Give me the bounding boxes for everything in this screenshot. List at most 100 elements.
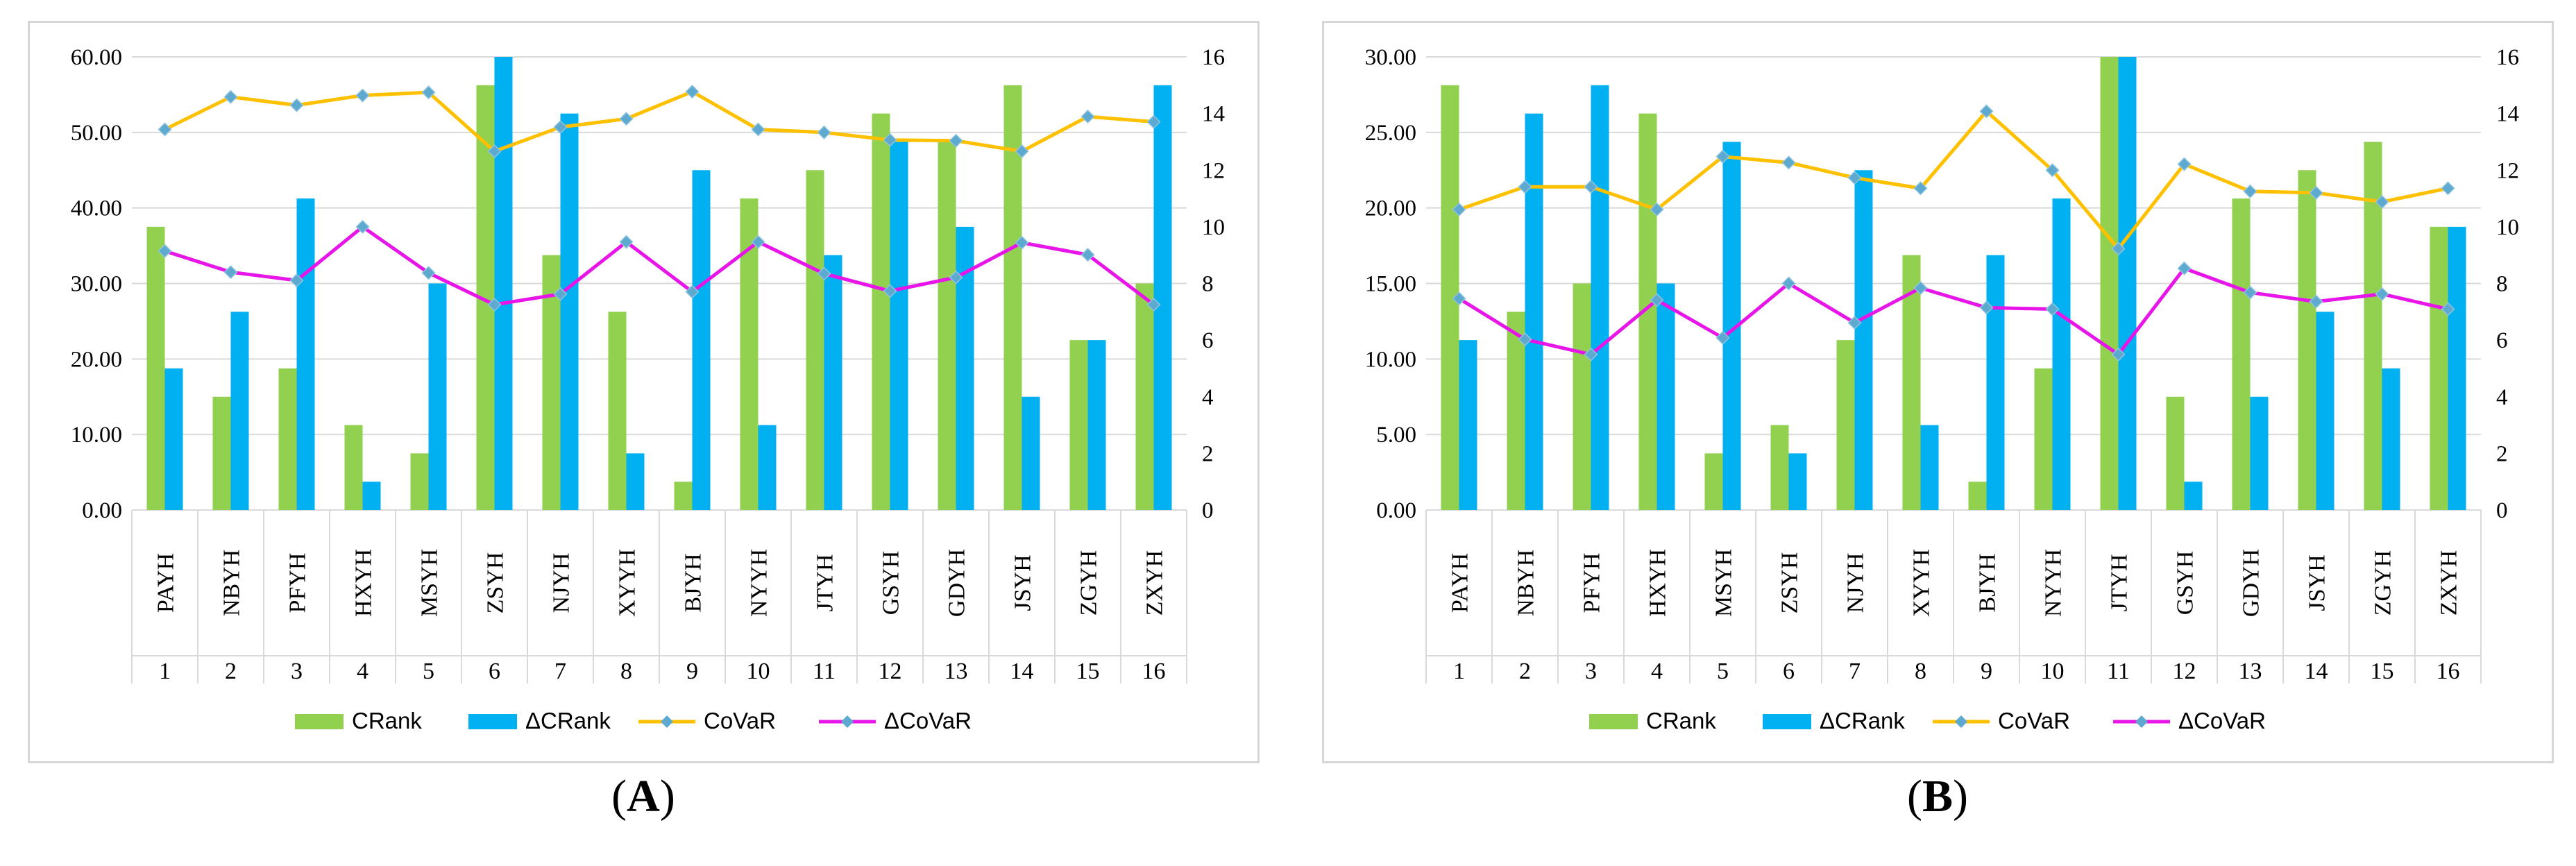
chart-a-delta-covar-point bbox=[1015, 235, 1029, 250]
chart-a-legend: CRank ΔCRank CoVaR ΔCoVaR bbox=[295, 708, 972, 733]
chart-b-left-tick-label: 25.00 bbox=[1365, 121, 1416, 146]
chart-a-dcrank-bar bbox=[626, 453, 645, 510]
chart-a-crank-bar bbox=[146, 226, 165, 510]
chart-b-dcrank-bar bbox=[1854, 170, 1873, 510]
chart-a-dcrank-bar bbox=[1153, 85, 1172, 510]
chart-a-left-tick-label: 30.00 bbox=[71, 272, 122, 297]
chart-a-legend-delta-covar-marker bbox=[841, 715, 854, 728]
chart-b-delta-covar-point bbox=[2111, 347, 2126, 362]
chart-a-delta-covar-point bbox=[949, 270, 963, 285]
chart-a-category-label: GDYH bbox=[944, 549, 970, 617]
chart-b-crank-bar bbox=[2100, 57, 2119, 510]
chart-b-category-label: HXYH bbox=[1645, 549, 1671, 617]
chart-a-dcrank-bar bbox=[362, 482, 381, 510]
chart-b-delta-covar-point bbox=[1584, 347, 1598, 362]
chart-a-index-label: 3 bbox=[291, 659, 303, 684]
chart-a-category-label: JSYH bbox=[1010, 554, 1036, 611]
chart-a-delta-covar-point bbox=[158, 244, 172, 258]
chart-b-right-tick-label: 10 bbox=[2496, 215, 2519, 240]
chart-a-index-label: 4 bbox=[357, 659, 368, 684]
chart-b-covar-point bbox=[2243, 184, 2257, 198]
chart-b-crank-bar bbox=[2034, 368, 2053, 510]
panel-a-letter: A bbox=[627, 771, 660, 822]
chart-b-delta-covar-point bbox=[1518, 332, 1532, 347]
chart-b-dcrank-bar bbox=[2250, 396, 2269, 510]
chart-a-category-label: JTYH bbox=[813, 554, 838, 611]
chart-a-left-tick-label: 50.00 bbox=[71, 121, 122, 146]
chart-a-category-label: PFYH bbox=[285, 553, 311, 613]
chart-a-delta-covar-point bbox=[223, 265, 238, 280]
chart-b-right-tick-label: 8 bbox=[2496, 272, 2508, 297]
chart-a-dcrank-bar bbox=[494, 57, 513, 510]
chart-b-index-label: 5 bbox=[1717, 659, 1729, 684]
chart-b-category-label: ZSYH bbox=[1777, 552, 1803, 614]
chart-a-crank-bar bbox=[872, 113, 890, 510]
chart-a-legend-crank-label: CRank bbox=[352, 708, 422, 733]
chart-b-category-label: JSYH bbox=[2305, 554, 2330, 611]
chart-b-dcrank-bar bbox=[2316, 312, 2334, 510]
chart-a-legend-crank-swatch bbox=[295, 714, 344, 729]
chart-b-covar-line bbox=[1458, 109, 2449, 251]
chart-a-right-tick-label: 14 bbox=[1202, 102, 1225, 127]
chart-a-covar-point bbox=[949, 133, 963, 148]
chart-a-category-label: NBYH bbox=[219, 550, 245, 616]
chart-b-delta-covar-point bbox=[1847, 316, 1862, 330]
chart-a-right-tick-label: 8 bbox=[1202, 272, 1214, 297]
chart-a-right-tick-label: 0 bbox=[1202, 498, 1214, 523]
chart-a-covar-line bbox=[164, 90, 1154, 153]
chart-b-legend-crank-swatch bbox=[1589, 714, 1638, 729]
chart-b-crank-bar bbox=[1507, 312, 1525, 510]
chart-a-legend-covar-label: CoVaR bbox=[704, 708, 776, 733]
chart-b-dcrank-bar bbox=[2118, 57, 2137, 510]
chart-b-dcrank-bar bbox=[2382, 368, 2400, 510]
chart-b-legend-covar-label: CoVaR bbox=[1998, 708, 2070, 733]
chart-b-covar-point bbox=[1584, 180, 1598, 194]
chart-a-right-tick-label: 16 bbox=[1202, 45, 1225, 70]
chart-a-category-label: NJYH bbox=[549, 553, 575, 613]
chart-a-covar-point bbox=[1081, 109, 1095, 124]
chart-b-index-label: 10 bbox=[2041, 659, 2065, 684]
chart-a-crank-bar bbox=[344, 425, 363, 510]
chart-a-index-label: 9 bbox=[686, 659, 698, 684]
chart-b-right-tick-label: 6 bbox=[2496, 328, 2508, 353]
chart-a-dcrank-bar bbox=[890, 142, 908, 510]
chart-b-delta-covar-point bbox=[2441, 302, 2455, 316]
chart-b-covar-point bbox=[2309, 185, 2323, 200]
chart-b-dcrank-bar bbox=[2448, 226, 2466, 510]
chart-b-covar-point bbox=[1650, 202, 1664, 216]
chart-b-right-tick-label: 2 bbox=[2496, 441, 2508, 466]
chart-b-legend: CRank ΔCRank CoVaR ΔCoVaR bbox=[1589, 708, 2266, 733]
chart-b-dcrank-bar bbox=[1656, 283, 1675, 510]
chart-a-crank-bar bbox=[1069, 340, 1088, 510]
chart-a-category-label: MSYH bbox=[417, 549, 443, 617]
chart-a-category-label: ZGYH bbox=[1076, 550, 1102, 615]
chart-a-delta-covar-point bbox=[619, 235, 634, 249]
chart-b-delta-covar-point bbox=[2177, 261, 2192, 275]
chart-b-delta-covar-point bbox=[2045, 302, 2060, 316]
chart-b-category-label: ZGYH bbox=[2371, 550, 2396, 615]
chart-b-crank-bar bbox=[1704, 453, 1723, 510]
chart-b-category-label: GDYH bbox=[2239, 549, 2264, 617]
chart-b-index-label: 6 bbox=[1783, 659, 1795, 684]
chart-b-category-label: PAYH bbox=[1448, 553, 1473, 613]
chart-b-index-label: 2 bbox=[1519, 659, 1531, 684]
chart-a-covar-point bbox=[355, 88, 370, 103]
chart-b-right-tick-label: 12 bbox=[2496, 158, 2519, 183]
chart-a-dcrank-bar bbox=[164, 368, 183, 510]
chart-a-index-label: 6 bbox=[489, 659, 500, 684]
chart-b-covar-point bbox=[2441, 181, 2455, 196]
chart-b-delta-covar-line bbox=[1458, 266, 2449, 357]
chart-a-dcrank-bar bbox=[758, 425, 777, 510]
chart-a-delta-covar-line bbox=[164, 225, 1155, 307]
chart-b-index-label: 3 bbox=[1585, 659, 1597, 684]
chart-b-index-label: 14 bbox=[2305, 659, 2328, 684]
chart-b-right-tick-label: 0 bbox=[2496, 498, 2508, 523]
chart-a-index-label: 14 bbox=[1010, 659, 1034, 684]
chart-b-covar-point bbox=[1913, 181, 1928, 196]
chart-a-covar-point bbox=[883, 133, 897, 147]
chart-b-delta-covar-point bbox=[1452, 291, 1466, 306]
chart-b-dcrank-bar bbox=[2184, 482, 2203, 510]
chart-b-category-label: BJYH bbox=[1975, 553, 2001, 612]
chart-b-legend-delta-crank-swatch bbox=[1763, 714, 1811, 729]
chart-b-index-label: 12 bbox=[2173, 659, 2196, 684]
